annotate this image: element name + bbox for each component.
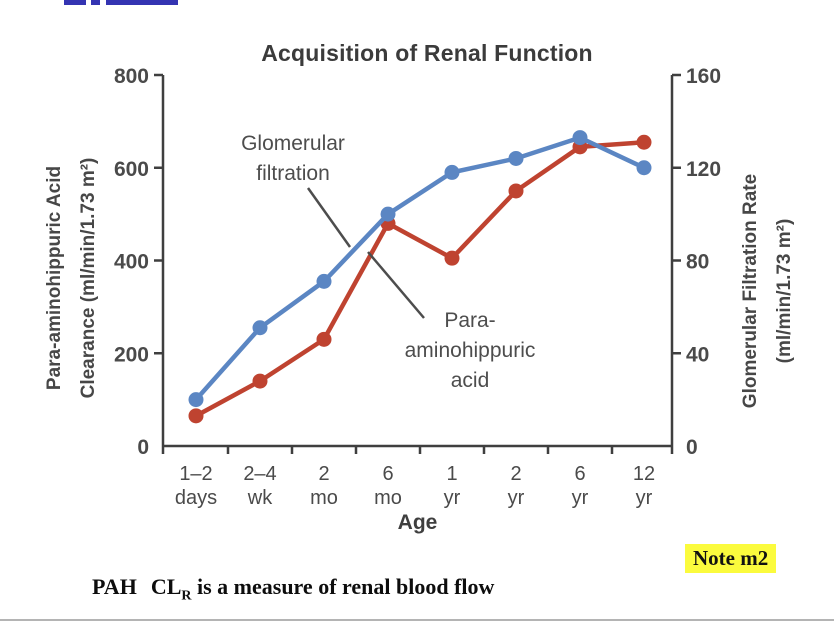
x-tick-label: 12 yr bbox=[633, 463, 655, 509]
x-tick-label: 1 yr bbox=[444, 463, 461, 509]
data-point-gfr bbox=[508, 150, 524, 166]
left-tick-label: 400 bbox=[114, 251, 149, 274]
data-point-pah bbox=[188, 408, 204, 424]
series bbox=[188, 130, 652, 424]
data-point-gfr bbox=[188, 392, 204, 408]
x-tick-label: 2 yr bbox=[508, 463, 525, 509]
left-tick-label: 600 bbox=[114, 158, 149, 181]
left-tick-label: 0 bbox=[137, 436, 149, 459]
caption-sub-r: R bbox=[181, 588, 192, 604]
data-point-pah bbox=[316, 331, 332, 347]
annotation-leader-line bbox=[306, 187, 352, 248]
data-point-gfr bbox=[572, 130, 588, 146]
axis-ticks bbox=[154, 73, 681, 454]
series-annotation-label: Para-aminohippuric acid bbox=[405, 309, 536, 392]
data-point-gfr bbox=[316, 273, 332, 289]
data-point-pah bbox=[252, 373, 268, 389]
link-text-sliver bbox=[106, 0, 178, 5]
caption-pah: PAH bbox=[92, 574, 137, 599]
link-text-sliver bbox=[91, 0, 100, 5]
data-point-pah bbox=[508, 183, 524, 199]
bottom-divider bbox=[0, 619, 834, 621]
data-point-pah bbox=[444, 250, 460, 266]
x-tick-label: 2 mo bbox=[310, 463, 338, 509]
note-highlight: Note m2 bbox=[685, 544, 777, 573]
right-tick-label: 160 bbox=[686, 65, 721, 88]
series-line-gfr bbox=[194, 135, 645, 402]
axes bbox=[154, 73, 681, 454]
x-tick-label: 6 mo bbox=[374, 463, 402, 509]
data-point-pah bbox=[636, 134, 652, 150]
right-tick-label: 120 bbox=[686, 158, 721, 181]
axis-lines bbox=[161, 75, 674, 454]
link-text-sliver bbox=[64, 0, 86, 5]
figure-caption: PAH CLR is a measure of renal blood flow bbox=[92, 574, 494, 604]
right-tick-label: 0 bbox=[686, 436, 698, 459]
data-point-gfr bbox=[444, 164, 460, 180]
annotations: Glomerular filtration Para-aminohippuric ac… bbox=[241, 132, 535, 392]
data-point-gfr bbox=[252, 320, 268, 336]
caption-rest: is a measure of renal blood flow bbox=[197, 574, 495, 599]
left-tick-label: 800 bbox=[114, 65, 149, 88]
annotation-leader-line bbox=[367, 251, 425, 319]
series-line-pah bbox=[194, 139, 645, 418]
right-tick-label: 40 bbox=[686, 343, 709, 366]
x-axis-labels: 1–2 days 2–4 wk 2 mo 6 mo 1 yr 2 yr 6 yr 12 yr Age bbox=[175, 463, 655, 534]
x-tick-label: 1–2 days bbox=[175, 463, 217, 509]
series-annotation-label: Glomerular filtration bbox=[241, 132, 345, 185]
chart-title: Acquisition of Renal Function bbox=[261, 40, 593, 66]
left-tick-label: 200 bbox=[114, 343, 149, 366]
right-tick-label: 80 bbox=[686, 251, 709, 274]
x-tick-label: 6 yr bbox=[572, 463, 589, 509]
clipped-link-fragment[interactable] bbox=[64, 0, 184, 5]
x-axis-title: Age bbox=[398, 511, 438, 534]
caption-cl: CL bbox=[150, 574, 182, 599]
tick-labels: 0 200 400 600 800 0 40 80 120 160 bbox=[114, 65, 721, 459]
x-tick-label: 2–4 wk bbox=[243, 463, 276, 509]
data-point-gfr bbox=[636, 160, 652, 176]
data-point-gfr bbox=[380, 206, 396, 222]
